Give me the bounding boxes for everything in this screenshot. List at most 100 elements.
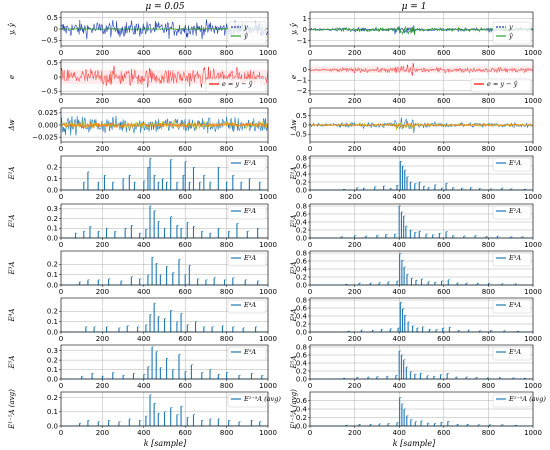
- x-tick-label: 600: [437, 429, 450, 437]
- legend-label: e = y − ŷ: [222, 80, 253, 88]
- y-tick-label: 0.025: [38, 109, 58, 117]
- y-axis-label: y, ŷ: [8, 22, 16, 35]
- y-tick-label: 0.0: [296, 234, 307, 242]
- x-tick-label: 0: [308, 97, 312, 105]
- x-tick-label: 400: [393, 288, 406, 296]
- y-tick-label: 0.3: [47, 205, 58, 213]
- panel-e-col1: −2 −1 0 0 200 400 600 800 1000 e e = y − ŷ: [290, 59, 542, 105]
- axes-frame: [309, 250, 534, 286]
- panel-dw-col0: −0.025 0.000 0.025 0 200 400 600 800 1000 Δw: [8, 107, 277, 153]
- y-tick-label: 0.2: [296, 320, 307, 328]
- x-tick-label: 600: [437, 97, 450, 105]
- legend-box: [227, 346, 267, 361]
- legend-box: [227, 299, 267, 314]
- column-title-mu-1: μ = 1: [402, 2, 427, 12]
- y-tick-label: 0.2: [296, 226, 307, 234]
- y-tick-label: 0.2: [296, 367, 307, 375]
- y-tick-label: 0.4: [296, 170, 308, 178]
- x-tick-label: 1000: [524, 145, 542, 153]
- y-tick-label: 0.1: [47, 225, 58, 233]
- y-tick-label: 0.5: [47, 14, 58, 22]
- x-tick-label: 0: [59, 145, 63, 153]
- y-tick-label: −0.5: [290, 131, 307, 139]
- panel-E4-col1: 0.00.20.40.60.8 0 200 400 600 800 1000 E⁴A E⁴A: [290, 296, 542, 343]
- x-tick-label: 600: [179, 429, 192, 437]
- legend-box: [227, 157, 267, 172]
- y-tick-label: 0.0: [296, 375, 307, 383]
- x-tick-label: 1000: [259, 382, 277, 390]
- x-tick-label: 800: [220, 335, 233, 343]
- y-axis-label: E¹A: [290, 167, 298, 181]
- x-tick-label: 600: [437, 288, 450, 296]
- x-tick-label: 200: [96, 193, 109, 201]
- y-tick-label: 0: [303, 121, 307, 129]
- x-tick-label: 0: [59, 382, 63, 390]
- y-tick-label: −1: [297, 76, 307, 84]
- x-tick-label: 800: [482, 429, 495, 437]
- axes-frame: [309, 155, 534, 191]
- x-tick-label: 200: [348, 382, 361, 390]
- y-tick-label: 0.0: [296, 186, 307, 194]
- y-tick-label: 0: [54, 73, 58, 81]
- y-tick-label: 0.8: [296, 202, 307, 210]
- x-tick-label: 1000: [259, 193, 277, 201]
- x-tick-label: 600: [437, 193, 450, 201]
- y-tick-label: 0.6: [296, 257, 308, 265]
- y-tick-label: 0.1: [47, 271, 58, 279]
- y-tick-label: −2: [297, 87, 307, 95]
- x-tick-label: 400: [393, 429, 406, 437]
- x-tick-label: 1000: [524, 193, 542, 201]
- y-tick-label: 0.1: [47, 318, 58, 326]
- y-tick-label: 0.0: [47, 281, 58, 289]
- y-tick-label: 0.2: [47, 394, 58, 402]
- legend-label: E²A: [243, 207, 256, 215]
- x-tick-label: 1000: [524, 382, 542, 390]
- x-tick-label: 800: [220, 49, 233, 57]
- y-axis-label: e: [290, 75, 298, 79]
- x-tick-label: 400: [393, 335, 406, 343]
- y-tick-label: 0.5: [47, 59, 58, 67]
- legend-label: E¹A: [243, 159, 256, 167]
- x-tick-label: 0: [308, 145, 312, 153]
- x-tick-label: 0: [308, 382, 312, 390]
- axes-frame: [309, 203, 534, 239]
- legend-label: E²A: [508, 207, 521, 215]
- series-line-w2: [60, 121, 269, 129]
- y-tick-label: 0.3: [47, 347, 58, 355]
- y-tick-label: 0.8: [296, 154, 307, 162]
- y-tick-label: 0.0: [296, 328, 307, 336]
- x-tick-label: 800: [220, 382, 233, 390]
- y-tick-label: 0.1: [47, 408, 58, 416]
- x-tick-label: 600: [437, 382, 450, 390]
- y-axis-label: E⁴A: [290, 309, 298, 323]
- y-tick-label: 0: [303, 66, 307, 74]
- legend-label: E⁴A: [508, 301, 521, 309]
- x-tick-label: 200: [348, 241, 361, 249]
- x-tick-label: 200: [96, 241, 109, 249]
- x-tick-label: 600: [179, 241, 192, 249]
- legend-box: [492, 393, 532, 408]
- y-tick-label: 0.6: [296, 304, 308, 312]
- y-axis-label: E¹⁻⁵A (avg): [8, 389, 16, 430]
- y-tick-label: 0.4: [296, 359, 308, 367]
- x-tick-label: 800: [482, 49, 495, 57]
- x-tick-label: 200: [96, 429, 109, 437]
- x-tick-label: 200: [96, 382, 109, 390]
- error-band: [310, 66, 533, 73]
- y-tick-label: 0.0: [47, 375, 58, 383]
- x-tick-label: 1000: [259, 145, 277, 153]
- x-tick-label: 1000: [259, 335, 277, 343]
- legend-box: [227, 393, 267, 408]
- x-tick-label: 200: [96, 335, 109, 343]
- x-tick-label: 400: [137, 193, 150, 201]
- panel-Eavg-col0: 0.0 0.1 0.2 0 200 400 600 800 1000 E¹⁻⁵A (avg) E¹⁻…: [8, 389, 281, 437]
- legend-label: y: [508, 23, 513, 31]
- x-tick-label: 200: [348, 429, 361, 437]
- y-tick-label: 0.8: [296, 343, 307, 351]
- x-axis-label-left: k [sample]: [144, 439, 187, 448]
- x-tick-label: 1000: [524, 241, 542, 249]
- x-tick-label: 400: [137, 288, 150, 296]
